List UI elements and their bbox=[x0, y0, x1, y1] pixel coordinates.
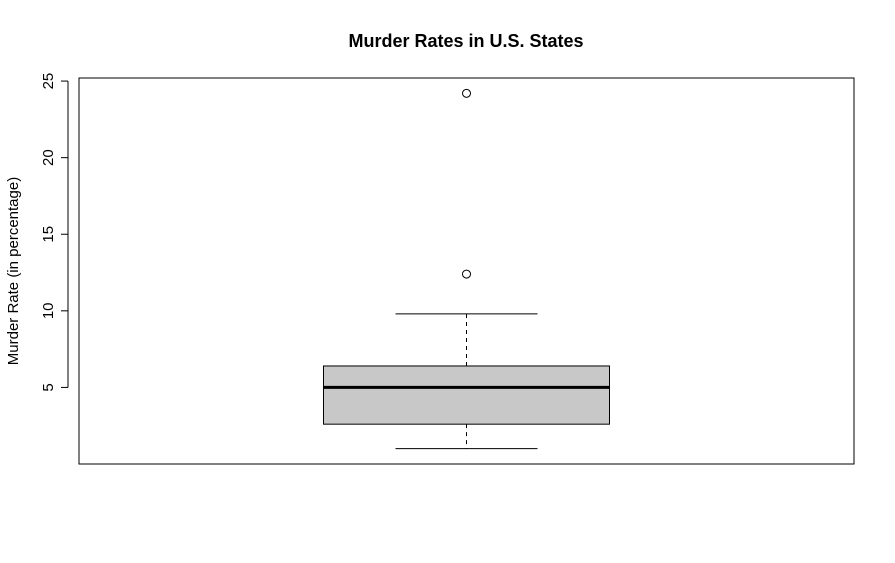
y-tick-label: 25 bbox=[40, 73, 57, 90]
plot-frame bbox=[78, 77, 855, 465]
iqr-box bbox=[323, 365, 610, 425]
outlier-point bbox=[462, 269, 471, 279]
chart-title: Murder Rates in U.S. States bbox=[348, 31, 583, 51]
y-tick-label: 20 bbox=[40, 149, 57, 166]
outlier-point bbox=[462, 88, 471, 98]
boxplot bbox=[323, 88, 610, 450]
y-tick-label: 15 bbox=[40, 226, 57, 243]
y-axis-label: Murder Rate (in percentage) bbox=[5, 177, 22, 365]
y-tick-label: 5 bbox=[40, 383, 57, 391]
y-axis: 5 10 15 20 25 bbox=[40, 73, 69, 392]
y-tick-label: 10 bbox=[40, 302, 57, 319]
